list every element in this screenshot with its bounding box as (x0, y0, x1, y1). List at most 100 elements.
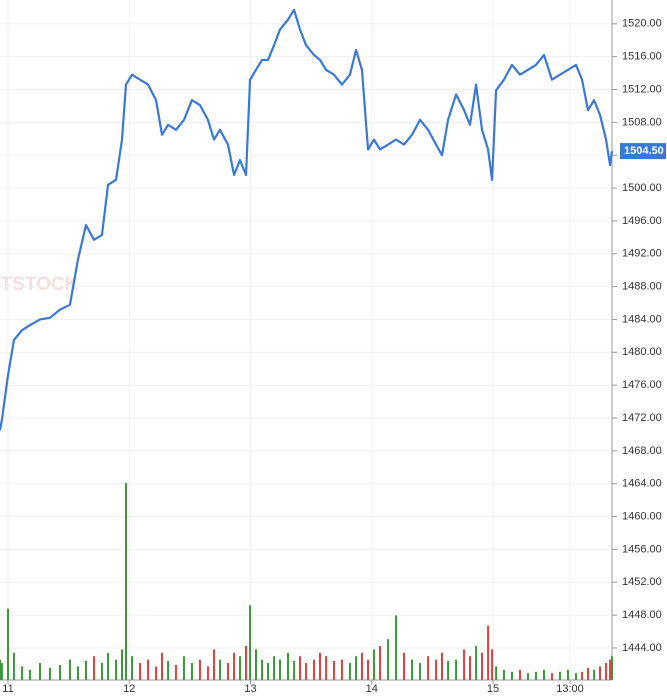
volume-bar (469, 656, 472, 680)
volume-bar (502, 669, 505, 680)
volume-bar (526, 673, 529, 680)
volume-bar (325, 656, 328, 680)
volume-bar (266, 663, 269, 680)
volume-bar (340, 659, 343, 680)
volume-bar (100, 663, 103, 680)
volume-bar (574, 673, 577, 680)
volume-bar (298, 656, 301, 680)
volume-bar (403, 652, 406, 680)
volume-bar (455, 659, 458, 680)
volume-bar (581, 671, 584, 680)
volume-bar (12, 652, 15, 680)
volume-bar (355, 656, 358, 680)
volume-bar (20, 666, 23, 680)
volume-bar (28, 669, 31, 680)
volume-bar (0, 663, 3, 680)
volume-bar (198, 659, 201, 680)
volume-bar (39, 663, 42, 680)
volume-bar (586, 667, 589, 680)
volume-bar (395, 615, 398, 680)
volume-bar (293, 660, 296, 680)
x-tick-label: 14 (366, 683, 378, 695)
volume-bar (411, 659, 414, 680)
y-tick-label: 1464.00 (622, 478, 662, 490)
volume-bar (463, 649, 466, 680)
y-tick-label: 1520.00 (622, 18, 662, 30)
volume-bar (254, 649, 257, 680)
volume-bar (233, 652, 236, 680)
volume-bar (427, 656, 430, 680)
y-tick-label: 1444.00 (622, 642, 662, 654)
volume-bar (609, 659, 612, 680)
volume-bar (332, 660, 335, 680)
y-tick-label: 1488.00 (622, 281, 662, 293)
volume-bar (115, 659, 118, 680)
volume-bar (367, 659, 370, 680)
volume-bar (59, 665, 62, 680)
volume-bar (566, 669, 569, 680)
y-tick-label: 1480.00 (622, 346, 662, 358)
y-tick-label: 1512.00 (622, 83, 662, 95)
volume-bar (319, 652, 322, 680)
last-price-label: 1504.50 (624, 145, 664, 157)
volume-bar (68, 659, 71, 680)
x-tick-label: 15 (487, 683, 499, 695)
x-tick-label: 12 (123, 683, 135, 695)
volume-bar (131, 656, 134, 680)
y-tick-label: 1496.00 (622, 215, 662, 227)
volume-bar (510, 671, 513, 680)
x-tick-label: 11 (2, 683, 13, 695)
y-tick-label: 1500.00 (622, 182, 662, 194)
y-tick-label: 1472.00 (622, 412, 662, 424)
volume-bar (475, 646, 478, 680)
volume-bar (213, 649, 216, 680)
volume-bar (182, 656, 185, 680)
y-tick-label: 1508.00 (622, 116, 662, 128)
volume-bar (534, 671, 537, 680)
volume-bar (190, 663, 193, 680)
volume-bar (167, 660, 170, 680)
volume-bar (611, 656, 613, 680)
volume-bar (379, 646, 382, 680)
x-tick-label: 13:00 (556, 683, 584, 695)
volume-bar (273, 656, 276, 680)
volume-bar (419, 663, 422, 680)
volume-bar (440, 652, 443, 680)
volume-bar (447, 660, 450, 680)
volume-bar (286, 652, 289, 680)
last-price-box (620, 143, 666, 160)
volume-bar (218, 659, 221, 680)
volume-bar (155, 666, 158, 680)
volume-bar (372, 649, 375, 680)
volume-bar (147, 659, 150, 680)
volume-bar (249, 605, 252, 680)
x-tick-label: 13 (244, 683, 256, 695)
volume-bar (550, 673, 553, 680)
volume-bar (174, 665, 177, 680)
volume-bar (491, 649, 494, 680)
volume-bar (598, 666, 601, 680)
volume-bar (261, 659, 264, 680)
volume-bar (124, 482, 127, 680)
volume-bar (92, 656, 95, 680)
price-line (0, 8, 614, 431)
volume-bar (387, 639, 390, 680)
volume-bar (481, 652, 484, 680)
y-tick-label: 1516.00 (622, 51, 662, 63)
y-tick-label: 1448.00 (622, 609, 662, 621)
volume-bar (278, 659, 281, 680)
volume-bar (518, 669, 521, 680)
volume-bar (120, 649, 123, 680)
y-tick-label: 1484.00 (622, 313, 662, 325)
volume-bar (107, 652, 110, 680)
y-tick-label: 1476.00 (622, 379, 662, 391)
y-tick-label: 1492.00 (622, 248, 662, 260)
volume-bar (238, 656, 241, 680)
volume-bar (487, 625, 490, 680)
volume-bar (139, 663, 142, 680)
volume-bar (76, 666, 79, 680)
volume-bar (245, 646, 248, 680)
